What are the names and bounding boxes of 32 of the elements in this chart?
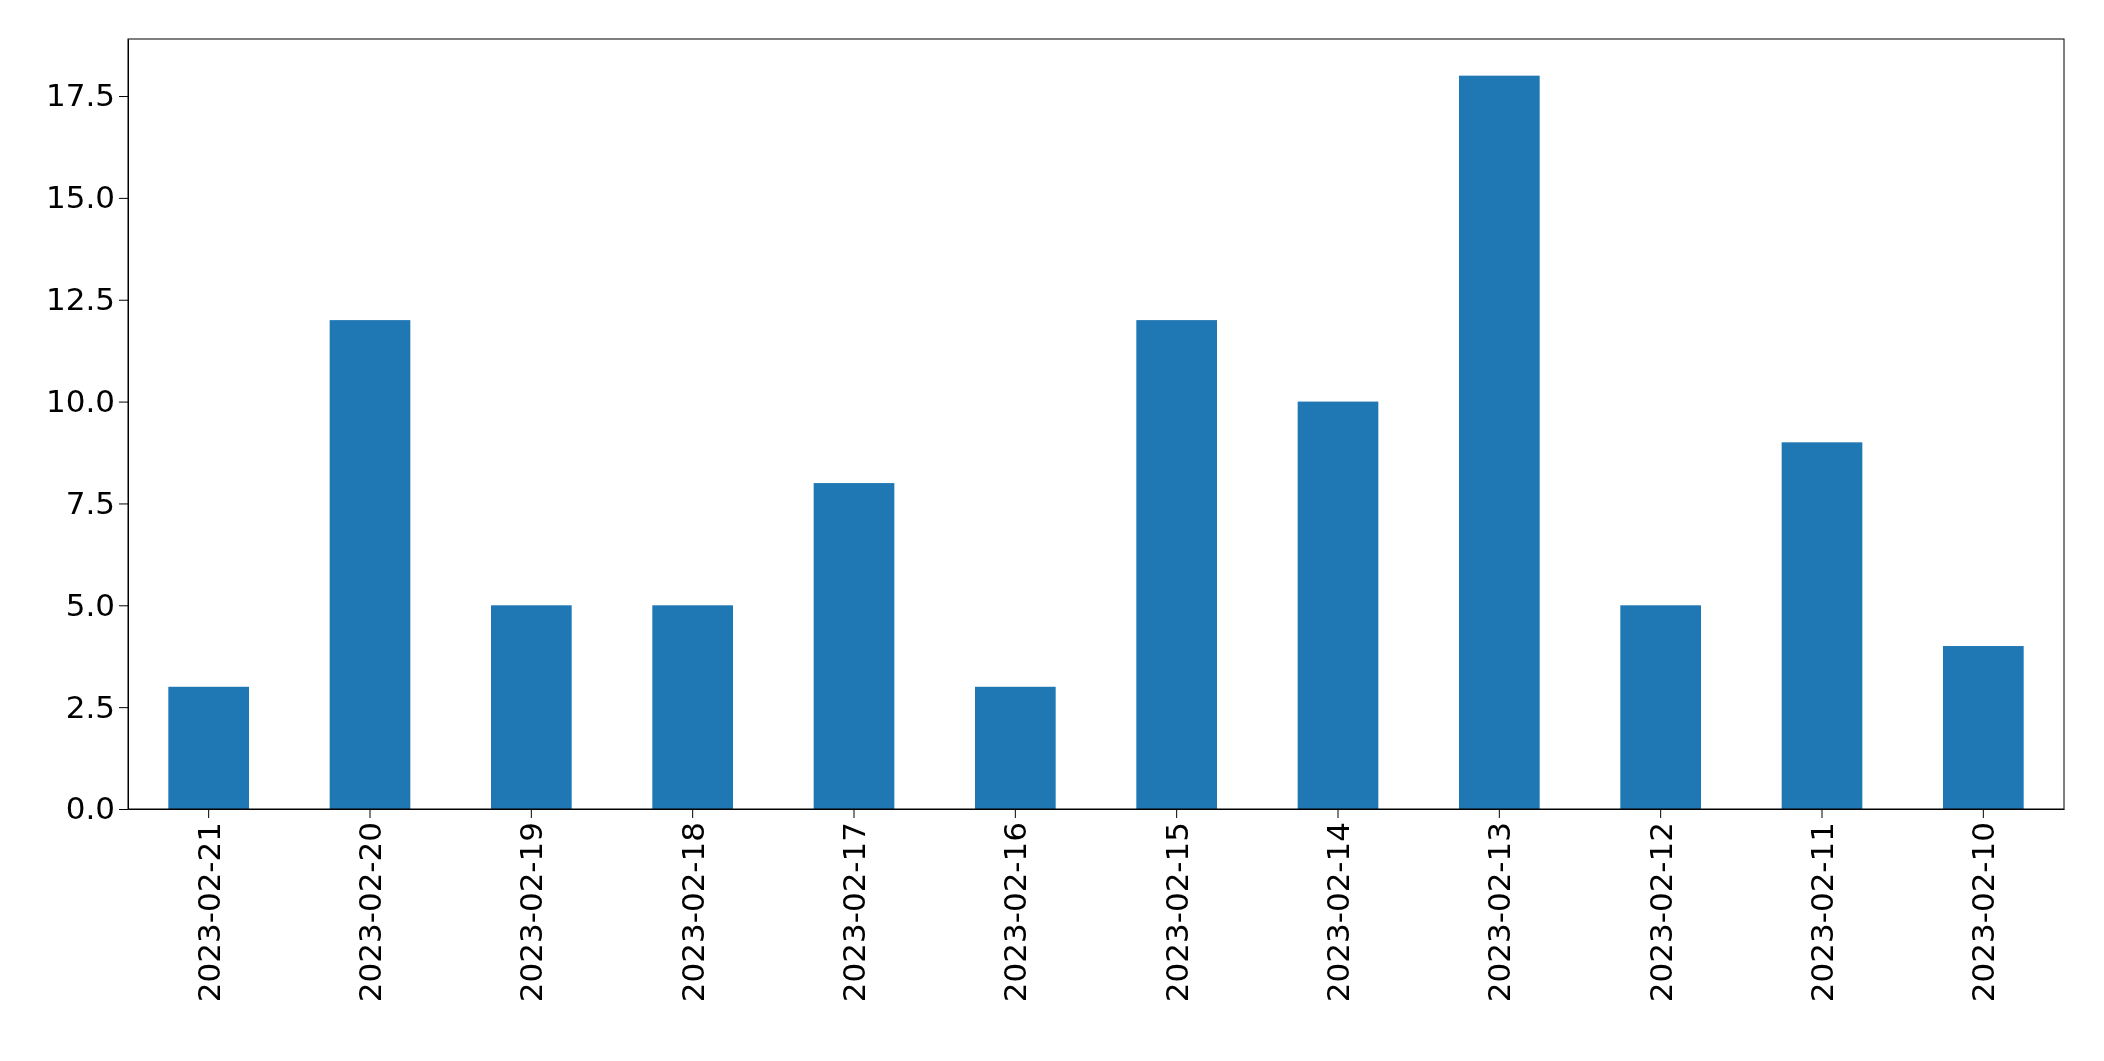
x-tick-label: 2023-02-18	[674, 822, 711, 1003]
bar	[1781, 442, 1863, 809]
x-tick-label: 2023-02-21	[190, 822, 227, 1003]
x-tick-label: 2023-02-14	[1319, 822, 1356, 1003]
x-tick-label: 2023-02-15	[1158, 822, 1195, 1003]
bar	[1136, 320, 1217, 809]
bar	[329, 320, 411, 809]
bar	[1620, 605, 1701, 809]
x-tick-label: 2023-02-16	[997, 822, 1034, 1003]
y-tick-label: 0.0	[65, 790, 115, 827]
bar	[1297, 401, 1379, 809]
y-tick-label: 5.0	[65, 586, 115, 623]
x-tick-label: 2023-02-11	[1803, 822, 1840, 1003]
x-tick-label: 2023-02-17	[835, 822, 872, 1003]
bar	[168, 686, 249, 809]
x-tick-label: 2023-02-12	[1642, 822, 1679, 1003]
bar	[652, 605, 733, 809]
y-tick-label: 2.5	[65, 688, 115, 725]
bar	[975, 686, 1056, 809]
x-tick-label: 2023-02-20	[351, 822, 388, 1003]
bar	[1459, 75, 1540, 809]
x-tick-label: 2023-02-19	[513, 822, 550, 1003]
y-tick-label: 7.5	[65, 484, 115, 521]
y-tick-label: 12.5	[45, 281, 115, 318]
y-tick-label: 17.5	[45, 77, 115, 114]
bar	[491, 605, 572, 809]
y-tick-label: 15.0	[45, 179, 115, 216]
bar	[813, 483, 895, 809]
bar	[1943, 646, 2024, 809]
x-tick-label: 2023-02-10	[1965, 822, 2002, 1003]
y-tick-label: 10.0	[45, 383, 115, 420]
x-tick-label: 2023-02-13	[1481, 822, 1518, 1003]
